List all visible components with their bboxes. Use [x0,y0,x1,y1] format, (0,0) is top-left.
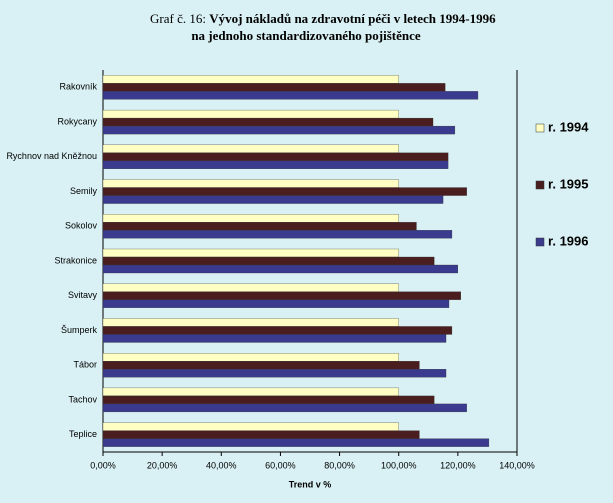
bar [102,403,467,413]
bar [102,248,399,258]
legend-swatch [535,237,545,247]
chart-subtitle: na jednoho standardizovaného pojištěnce [191,28,421,43]
bar [102,422,399,431]
bar [102,326,453,335]
bar [102,144,399,153]
x-tick-label: 80,00% [324,460,355,470]
x-axis-label: Trend v % [289,479,332,489]
x-tick-label: 20,00% [147,460,178,470]
bar [102,109,399,119]
bar [102,75,399,84]
bar [102,91,479,100]
y-tick-label: Semily [70,186,98,196]
bar [102,361,420,370]
bar [102,387,399,397]
bar [102,430,420,439]
bar [102,152,449,161]
bar [102,179,399,188]
bar [102,125,456,135]
y-tick-label: Šumperk [61,325,98,335]
x-tick-label: 60,00% [265,460,296,470]
title-label: Graf č. 16: [150,11,206,26]
y-tick-label: Rychnov nad Kněžnou [6,151,97,161]
bar [102,299,450,308]
bar [102,117,434,127]
bar [102,395,435,405]
bar [102,83,446,92]
bar [102,187,467,196]
bar [102,222,417,231]
x-tick-label: 120,00% [440,460,476,470]
y-tick-label: Sokolov [65,221,98,231]
bar [102,195,444,204]
x-tick-label: 100,00% [381,460,417,470]
y-tick-label: Strakonice [54,255,97,265]
bar [102,334,447,343]
x-tick-label: 40,00% [206,460,237,470]
legend-swatch [535,180,545,190]
legend-label: r. 1995 [548,176,589,191]
chart-title: Graf č. 16: Vývoj nákladů na zdravotní p… [150,11,496,26]
legend-label: r. 1996 [548,233,589,248]
bar [102,438,490,447]
y-tick-label: Teplice [69,429,97,439]
legend-label: r. 1994 [548,119,589,134]
x-tick-label: 140,00% [499,460,535,470]
legend-swatch [535,123,545,133]
y-tick-label: Tábor [73,360,97,370]
bar [102,160,449,169]
bar [102,369,447,378]
bar [102,291,461,300]
bar [102,256,435,266]
y-tick-label: Rakovník [59,82,97,92]
bar [102,214,399,223]
x-tick-label: 0,00% [90,460,116,470]
bar [102,264,459,274]
bar [102,353,399,362]
bar [102,318,399,327]
bar [102,230,453,239]
y-tick-label: Svitavy [68,290,98,300]
y-tick-label: Rokycany [57,116,97,126]
y-tick-label: Tachov [68,394,97,404]
title-text: Vývoj nákladů na zdravotní péči v letech… [209,11,496,26]
bar [102,283,399,292]
